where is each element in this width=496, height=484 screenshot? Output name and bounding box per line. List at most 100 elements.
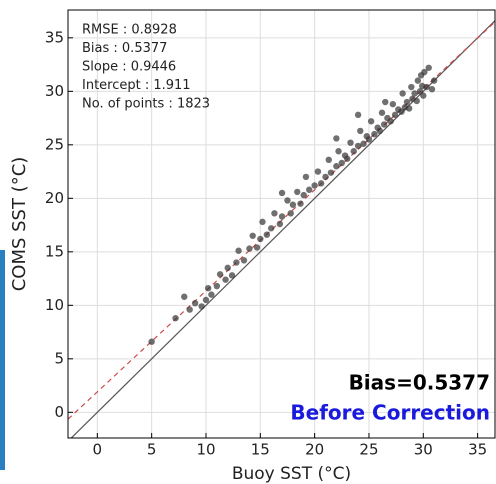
point [354, 142, 362, 150]
point [302, 173, 310, 181]
y-tick-label: 30 [45, 82, 64, 100]
point [420, 92, 427, 99]
point [204, 285, 212, 292]
point [350, 148, 357, 155]
point [333, 135, 340, 142]
point [271, 210, 278, 217]
point [425, 64, 432, 71]
stat-annotation: Slope : 0.9446 [82, 60, 176, 75]
point [289, 201, 297, 208]
point [317, 180, 325, 187]
stat-annotation: No. of points : 1823 [82, 97, 210, 112]
stat-annotation: Intercept : 1.911 [82, 78, 191, 93]
highlight-label: Before Correction [290, 401, 490, 425]
point [354, 111, 362, 119]
point [335, 148, 342, 155]
point [202, 296, 210, 304]
point [181, 293, 188, 300]
point [387, 118, 394, 125]
point [382, 98, 389, 106]
y-tick-label: 35 [45, 28, 64, 46]
point [360, 140, 367, 147]
point [327, 169, 335, 176]
x-tick-label: 0 [93, 441, 103, 459]
point [333, 163, 340, 170]
x-tick-label: 10 [196, 441, 215, 459]
point [213, 282, 221, 290]
point [276, 220, 284, 228]
point [344, 155, 351, 162]
point [411, 90, 418, 97]
point [278, 189, 286, 197]
y-tick-label: 25 [45, 135, 64, 153]
point [413, 97, 420, 105]
slide-border [0, 250, 5, 470]
point [306, 186, 313, 193]
point [253, 244, 261, 251]
point [186, 306, 193, 313]
point [405, 105, 413, 112]
point [417, 72, 425, 79]
lines [68, 20, 495, 438]
point [367, 118, 375, 125]
point [408, 83, 415, 91]
y-tick-label: 10 [45, 296, 64, 314]
point [365, 136, 373, 143]
point [297, 200, 304, 207]
point [325, 156, 332, 163]
point [430, 77, 438, 84]
y-axis-label: COMS SST (°C) [9, 157, 30, 292]
point [322, 173, 329, 181]
identity-line [70, 20, 495, 438]
y-tick-label: 20 [45, 189, 64, 207]
point [391, 111, 399, 119]
point [263, 231, 271, 238]
point [148, 338, 155, 345]
point [376, 127, 384, 135]
point [347, 139, 354, 146]
point [233, 259, 240, 266]
point [300, 191, 307, 199]
point [246, 245, 253, 252]
point [414, 77, 422, 84]
point [249, 232, 256, 239]
point [338, 159, 346, 167]
x-axis-label: Buoy SST (°C) [232, 464, 351, 484]
point [428, 85, 436, 93]
point [357, 127, 364, 135]
point [235, 247, 242, 254]
point [314, 168, 322, 175]
point [208, 291, 215, 298]
point [224, 264, 231, 272]
point [172, 314, 179, 322]
fit-line [68, 21, 495, 420]
point [380, 121, 388, 128]
point [284, 197, 291, 204]
point [399, 90, 406, 97]
point [222, 276, 229, 283]
point [389, 100, 397, 108]
point [423, 83, 430, 91]
y-tick-label: 0 [54, 403, 64, 421]
x-tick-label: 25 [359, 441, 378, 459]
point [228, 272, 236, 279]
x-tick-label: 35 [468, 441, 487, 459]
point [198, 303, 205, 310]
x-tick-label: 15 [251, 441, 270, 459]
point [403, 98, 411, 106]
point [267, 225, 275, 232]
stat-annotation: RMSE : 0.8928 [82, 23, 177, 38]
point [240, 257, 248, 264]
point [191, 299, 199, 307]
stat-annotation: Bias : 0.5377 [82, 41, 167, 56]
point [378, 109, 386, 116]
point [287, 210, 294, 217]
point [216, 271, 224, 278]
y-tick-label: 15 [45, 242, 64, 260]
point [278, 213, 286, 220]
x-tick-label: 30 [414, 441, 433, 459]
x-tick-label: 20 [305, 441, 324, 459]
x-tick-label: 5 [147, 441, 157, 459]
point [259, 218, 266, 226]
